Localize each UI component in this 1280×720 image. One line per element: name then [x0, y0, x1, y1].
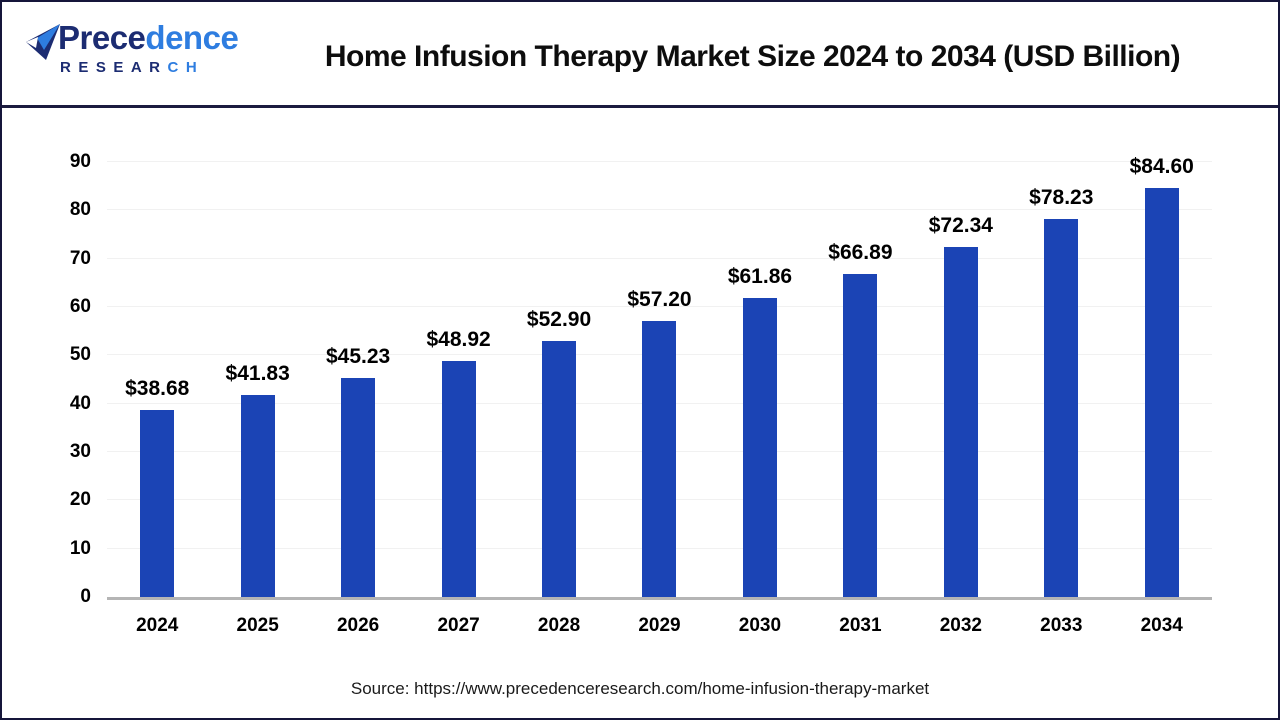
bar-value-label: $72.34 [928, 214, 993, 238]
bar-value-label: $45.23 [326, 345, 391, 369]
bar-slot: $38.68 2024 [107, 165, 207, 636]
logo-text: Precedence RESEARCH [58, 19, 239, 78]
x-axis-tick-label: 2028 [537, 615, 581, 636]
bar [341, 378, 376, 597]
bar-value-label: $61.86 [727, 265, 793, 289]
header: Precedence RESEARCH Home Infusion Therap… [2, 2, 1278, 108]
bars-container: $38.68 2024 $41.83 2025 $45.23 2026 $48.92 2027… [107, 155, 1212, 636]
bar [843, 273, 878, 597]
chart-title: Home Infusion Therapy Market Size 2024 t… [324, 40, 1181, 73]
x-axis-tick-label: 2033 [1040, 615, 1083, 636]
bar-slot: $57.20 2029 [609, 165, 709, 636]
bar-slot: $66.89 2031 [810, 165, 910, 636]
gridline [107, 161, 1212, 162]
y-axis-tick-label: 30 [69, 441, 91, 462]
y-axis-tick-label: 60 [69, 296, 91, 317]
y-axis-tick-label: 10 [69, 537, 91, 559]
logo-subtitle: RESEARCH [60, 58, 238, 78]
x-axis-tick-label: 2025 [236, 615, 279, 636]
bar [742, 298, 777, 597]
bar-value-label: $48.92 [426, 327, 491, 351]
bar-slot: $72.34 2032 [911, 165, 1011, 636]
logo-brand-secondary: dence [145, 19, 239, 56]
y-axis-tick-label: 80 [69, 199, 91, 221]
gridline [107, 209, 1212, 211]
bar-slot: $48.92 2027 [408, 165, 508, 636]
bar [1144, 188, 1179, 597]
source-text: Source: https://www.precedenceresearch.c… [350, 679, 930, 698]
bar-value-label: $38.68 [125, 377, 190, 401]
y-axis-tick-label: 90 [69, 151, 91, 172]
logo-brand-primary: Prece [58, 19, 146, 56]
bar [140, 410, 175, 597]
logo-subtitle-secondary: CH [167, 59, 205, 76]
logo-brand-name: Precedence [58, 19, 239, 56]
bar [542, 341, 577, 597]
y-axis-tick-label: 0 [80, 586, 91, 607]
y-axis-tick-label: 50 [69, 344, 91, 366]
x-axis-tick-label: 2030 [738, 615, 782, 636]
bar-slot: $52.90 2028 [509, 165, 609, 636]
y-axis-tick-label: 20 [69, 489, 91, 511]
bar-value-label: $84.60 [1129, 155, 1194, 179]
bar [1044, 218, 1079, 597]
x-axis-tick-label: 2032 [939, 615, 982, 636]
logo-subtitle-primary: RESEAR [60, 59, 168, 76]
x-axis-tick-label: 2034 [1140, 615, 1183, 636]
x-axis-tick-label: 2026 [336, 615, 380, 636]
paper-plane-icon [26, 24, 60, 60]
bar [240, 394, 275, 597]
y-axis-tick-label: 40 [69, 392, 91, 414]
bar-slot: $61.86 2030 [710, 165, 810, 636]
bar-value-label: $52.90 [526, 308, 592, 332]
y-axis-tick-label: 70 [69, 247, 91, 269]
bar-value-label: $78.23 [1029, 185, 1094, 209]
x-axis-tick-label: 2031 [839, 615, 882, 636]
plot-area: $38.68 2024 $41.83 2025 $45.23 2026 $48.92 2027… [70, 151, 1212, 636]
bar-slot: $84.60 2034 [1112, 155, 1212, 636]
bar-value-label: $66.89 [828, 240, 893, 264]
bar-value-label: $41.83 [225, 361, 290, 385]
bar-value-label: $57.20 [627, 287, 692, 311]
precedence-logo: Precedence RESEARCH [24, 19, 239, 78]
bar-slot: $78.23 2033 [1011, 165, 1111, 636]
bar [441, 360, 476, 597]
x-axis-tick-label: 2029 [638, 615, 681, 636]
bar [642, 320, 677, 597]
bar-slot: $41.83 2025 [207, 165, 307, 636]
bar [943, 247, 978, 597]
gridline [107, 257, 1212, 259]
gridline [107, 306, 1212, 307]
x-axis-tick-label: 2024 [136, 615, 179, 636]
bar-slot: $45.23 2026 [308, 165, 408, 636]
x-axis-tick-label: 2027 [437, 615, 480, 636]
